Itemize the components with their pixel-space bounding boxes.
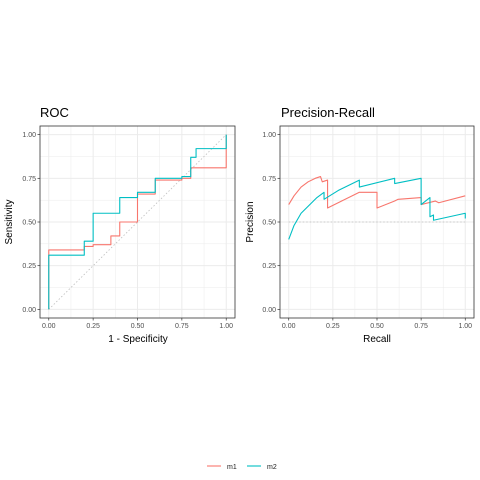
pr-y-tick-label: 0.00	[262, 307, 276, 314]
pr-y-tick-label: 0.50	[262, 220, 276, 227]
pr-x-tick-label: 0.00	[282, 323, 296, 330]
pr-x-axis-label: Recall	[363, 334, 391, 345]
roc-y-tick-label: 0.00	[22, 307, 36, 314]
pr-y-tick-label: 0.25	[262, 263, 276, 270]
roc-x-tick-label: 0.00	[42, 323, 56, 330]
roc-x-tick-label: 0.25	[86, 323, 100, 330]
roc-y-tick-label: 0.75	[22, 176, 36, 183]
legend-label-m1: m1	[227, 464, 237, 471]
pr-y-tick-label: 0.75	[262, 176, 276, 183]
pr-title: Precision-Recall	[281, 105, 375, 120]
pr-y-axis-label: Precision	[245, 201, 256, 242]
pr-panel: Precision-Recall 0.00 0.25 0.50 0.75 1.00 0.00…	[245, 105, 474, 345]
roc-y-axis-label: Sensitivity	[4, 199, 15, 244]
pr-x-tick-label: 1.00	[458, 323, 472, 330]
legend: m1 m2	[207, 464, 277, 471]
roc-x-tick-label: 0.50	[131, 323, 145, 330]
roc-y-tick-label: 1.00	[22, 132, 36, 139]
roc-panel: ROC 0.00 0.25 0.50 0.75 1.00 0.00 0.25 0.50 0.75 1…	[4, 105, 235, 345]
pr-y-tick-label: 1.00	[262, 132, 276, 139]
roc-x-tick-label: 0.75	[175, 323, 189, 330]
legend-label-m2: m2	[267, 464, 277, 471]
roc-x-axis-label: 1 - Specificity	[108, 334, 167, 345]
roc-title: ROC	[40, 105, 69, 120]
pr-x-tick-label: 0.75	[414, 323, 428, 330]
roc-x-tick-label: 1.00	[219, 323, 233, 330]
pr-x-tick-label: 0.25	[326, 323, 340, 330]
roc-y-tick-label: 0.50	[22, 220, 36, 227]
roc-y-tick-label: 0.25	[22, 263, 36, 270]
pr-x-tick-label: 0.50	[370, 323, 384, 330]
